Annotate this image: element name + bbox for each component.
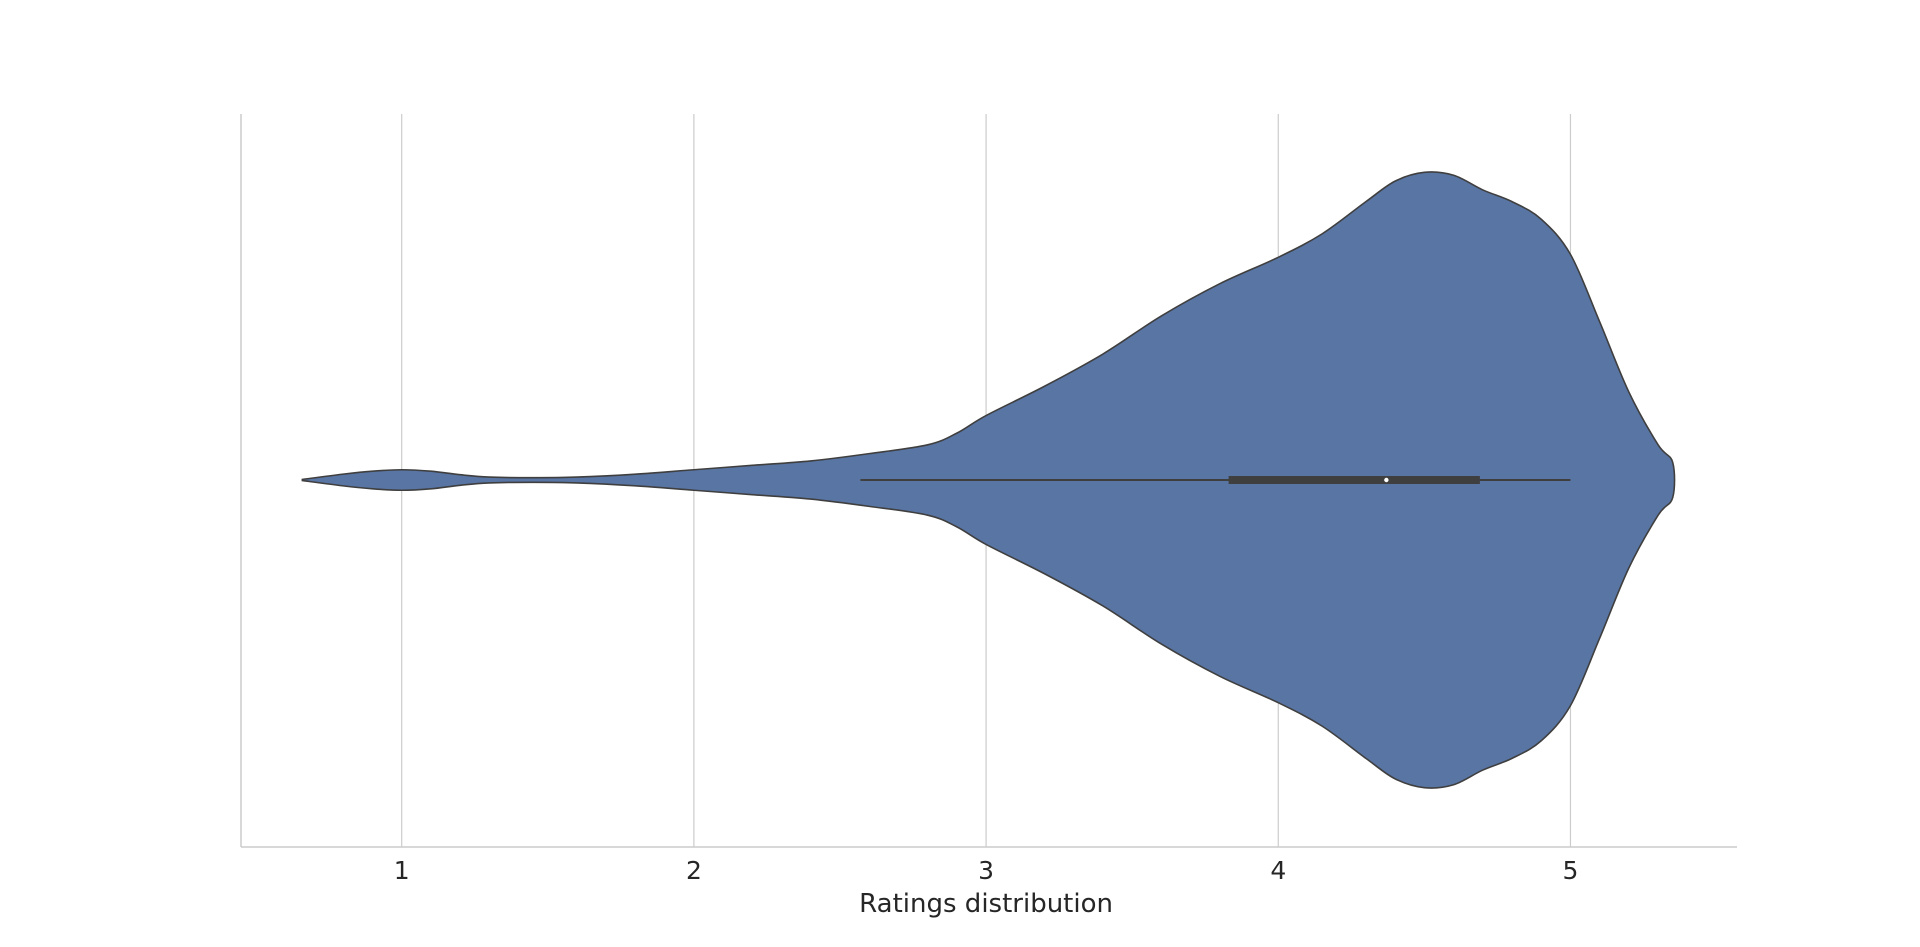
box-layer	[860, 476, 1571, 484]
median-marker	[1384, 477, 1389, 483]
x-tick-label-5: 5	[1563, 856, 1579, 885]
x-tick-label-1: 1	[394, 856, 410, 885]
axes	[240, 114, 1737, 848]
x-axis-label: Ratings distribution	[859, 889, 1113, 919]
x-tick-label-2: 2	[686, 856, 702, 885]
x-tick-label-3: 3	[978, 856, 994, 885]
x-tick-label-4: 4	[1270, 856, 1286, 885]
x-tick-labels: 1 2 3 4 5	[394, 856, 1579, 885]
